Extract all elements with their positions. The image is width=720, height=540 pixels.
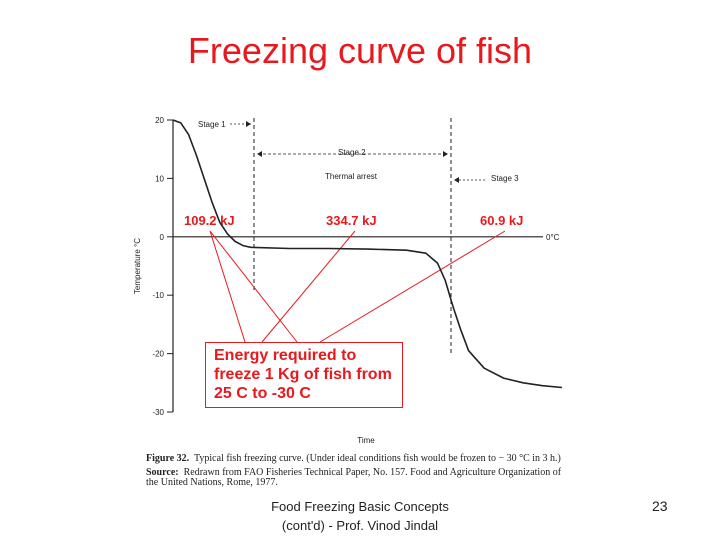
stage-2-arrowhead-left bbox=[257, 151, 262, 157]
energy-connector bbox=[261, 230, 356, 343]
energy-label: 334.7 kJ bbox=[326, 213, 377, 228]
y-tick-label: -10 bbox=[152, 291, 164, 300]
stage-3-arrowhead bbox=[454, 177, 459, 183]
zero-reference-label: 0°C bbox=[546, 233, 560, 242]
slide-footer: Food Freezing Basic Concepts (cont'd) - … bbox=[230, 497, 490, 535]
energy-label: 109.2 kJ bbox=[184, 213, 235, 228]
energy-line-2: freeze 1 Kg of fish from bbox=[214, 366, 392, 383]
energy-connector bbox=[209, 230, 246, 343]
y-tick-label: 0 bbox=[160, 233, 165, 242]
stage-label: Stage 3 bbox=[491, 174, 519, 183]
stage-2-arrowhead-right bbox=[443, 151, 448, 157]
caption-label: Figure 32. bbox=[146, 453, 190, 464]
energy-connector bbox=[209, 230, 298, 343]
x-axis-label: Time bbox=[357, 436, 375, 445]
energy-label: 60.9 kJ bbox=[480, 213, 523, 228]
y-axis-label: Temperature °C bbox=[133, 238, 142, 294]
page-number: 23 bbox=[652, 498, 668, 514]
energy-line-3: 25 C to -30 C bbox=[214, 385, 311, 402]
stage-label: Stage 1 bbox=[198, 120, 226, 129]
y-tick-label: -20 bbox=[152, 350, 164, 359]
stage-label: Stage 2 bbox=[338, 148, 366, 157]
figure-caption: Figure 32. Typical fish freezing curve. … bbox=[146, 453, 566, 489]
freezing-curve-line bbox=[172, 119, 563, 389]
chart-marks: Stage 1 Stage 2 Thermal arrest Stage 3 109.2… bbox=[172, 118, 563, 389]
y-tick-label: 20 bbox=[155, 116, 164, 125]
source-label: Source: bbox=[146, 466, 179, 478]
y-tick-label: -30 bbox=[152, 408, 164, 417]
caption-text: Typical fish freezing curve. (Under idea… bbox=[193, 453, 561, 464]
chart-axes: 20 10 0 -10 -20 -30 Temperature °C Time 0°C bbox=[133, 116, 560, 445]
footer-line-2: (cont'd) - Prof. Vinod Jindal bbox=[281, 518, 439, 533]
stage-1-arrowhead bbox=[246, 121, 251, 127]
energy-callout: Energy required to freeze 1 Kg of fish f… bbox=[205, 342, 403, 408]
footer-line-1: Food Freezing Basic Concepts bbox=[271, 499, 449, 514]
slide-title: Freezing curve of fish bbox=[187, 30, 533, 71]
source-text: Redrawn from FAO Fisheries Technical Pap… bbox=[146, 466, 562, 488]
energy-line-1: Energy required to bbox=[214, 347, 357, 364]
stage-label: Thermal arrest bbox=[325, 172, 378, 181]
y-tick-label: 10 bbox=[155, 174, 164, 183]
energy-connector bbox=[319, 230, 506, 343]
